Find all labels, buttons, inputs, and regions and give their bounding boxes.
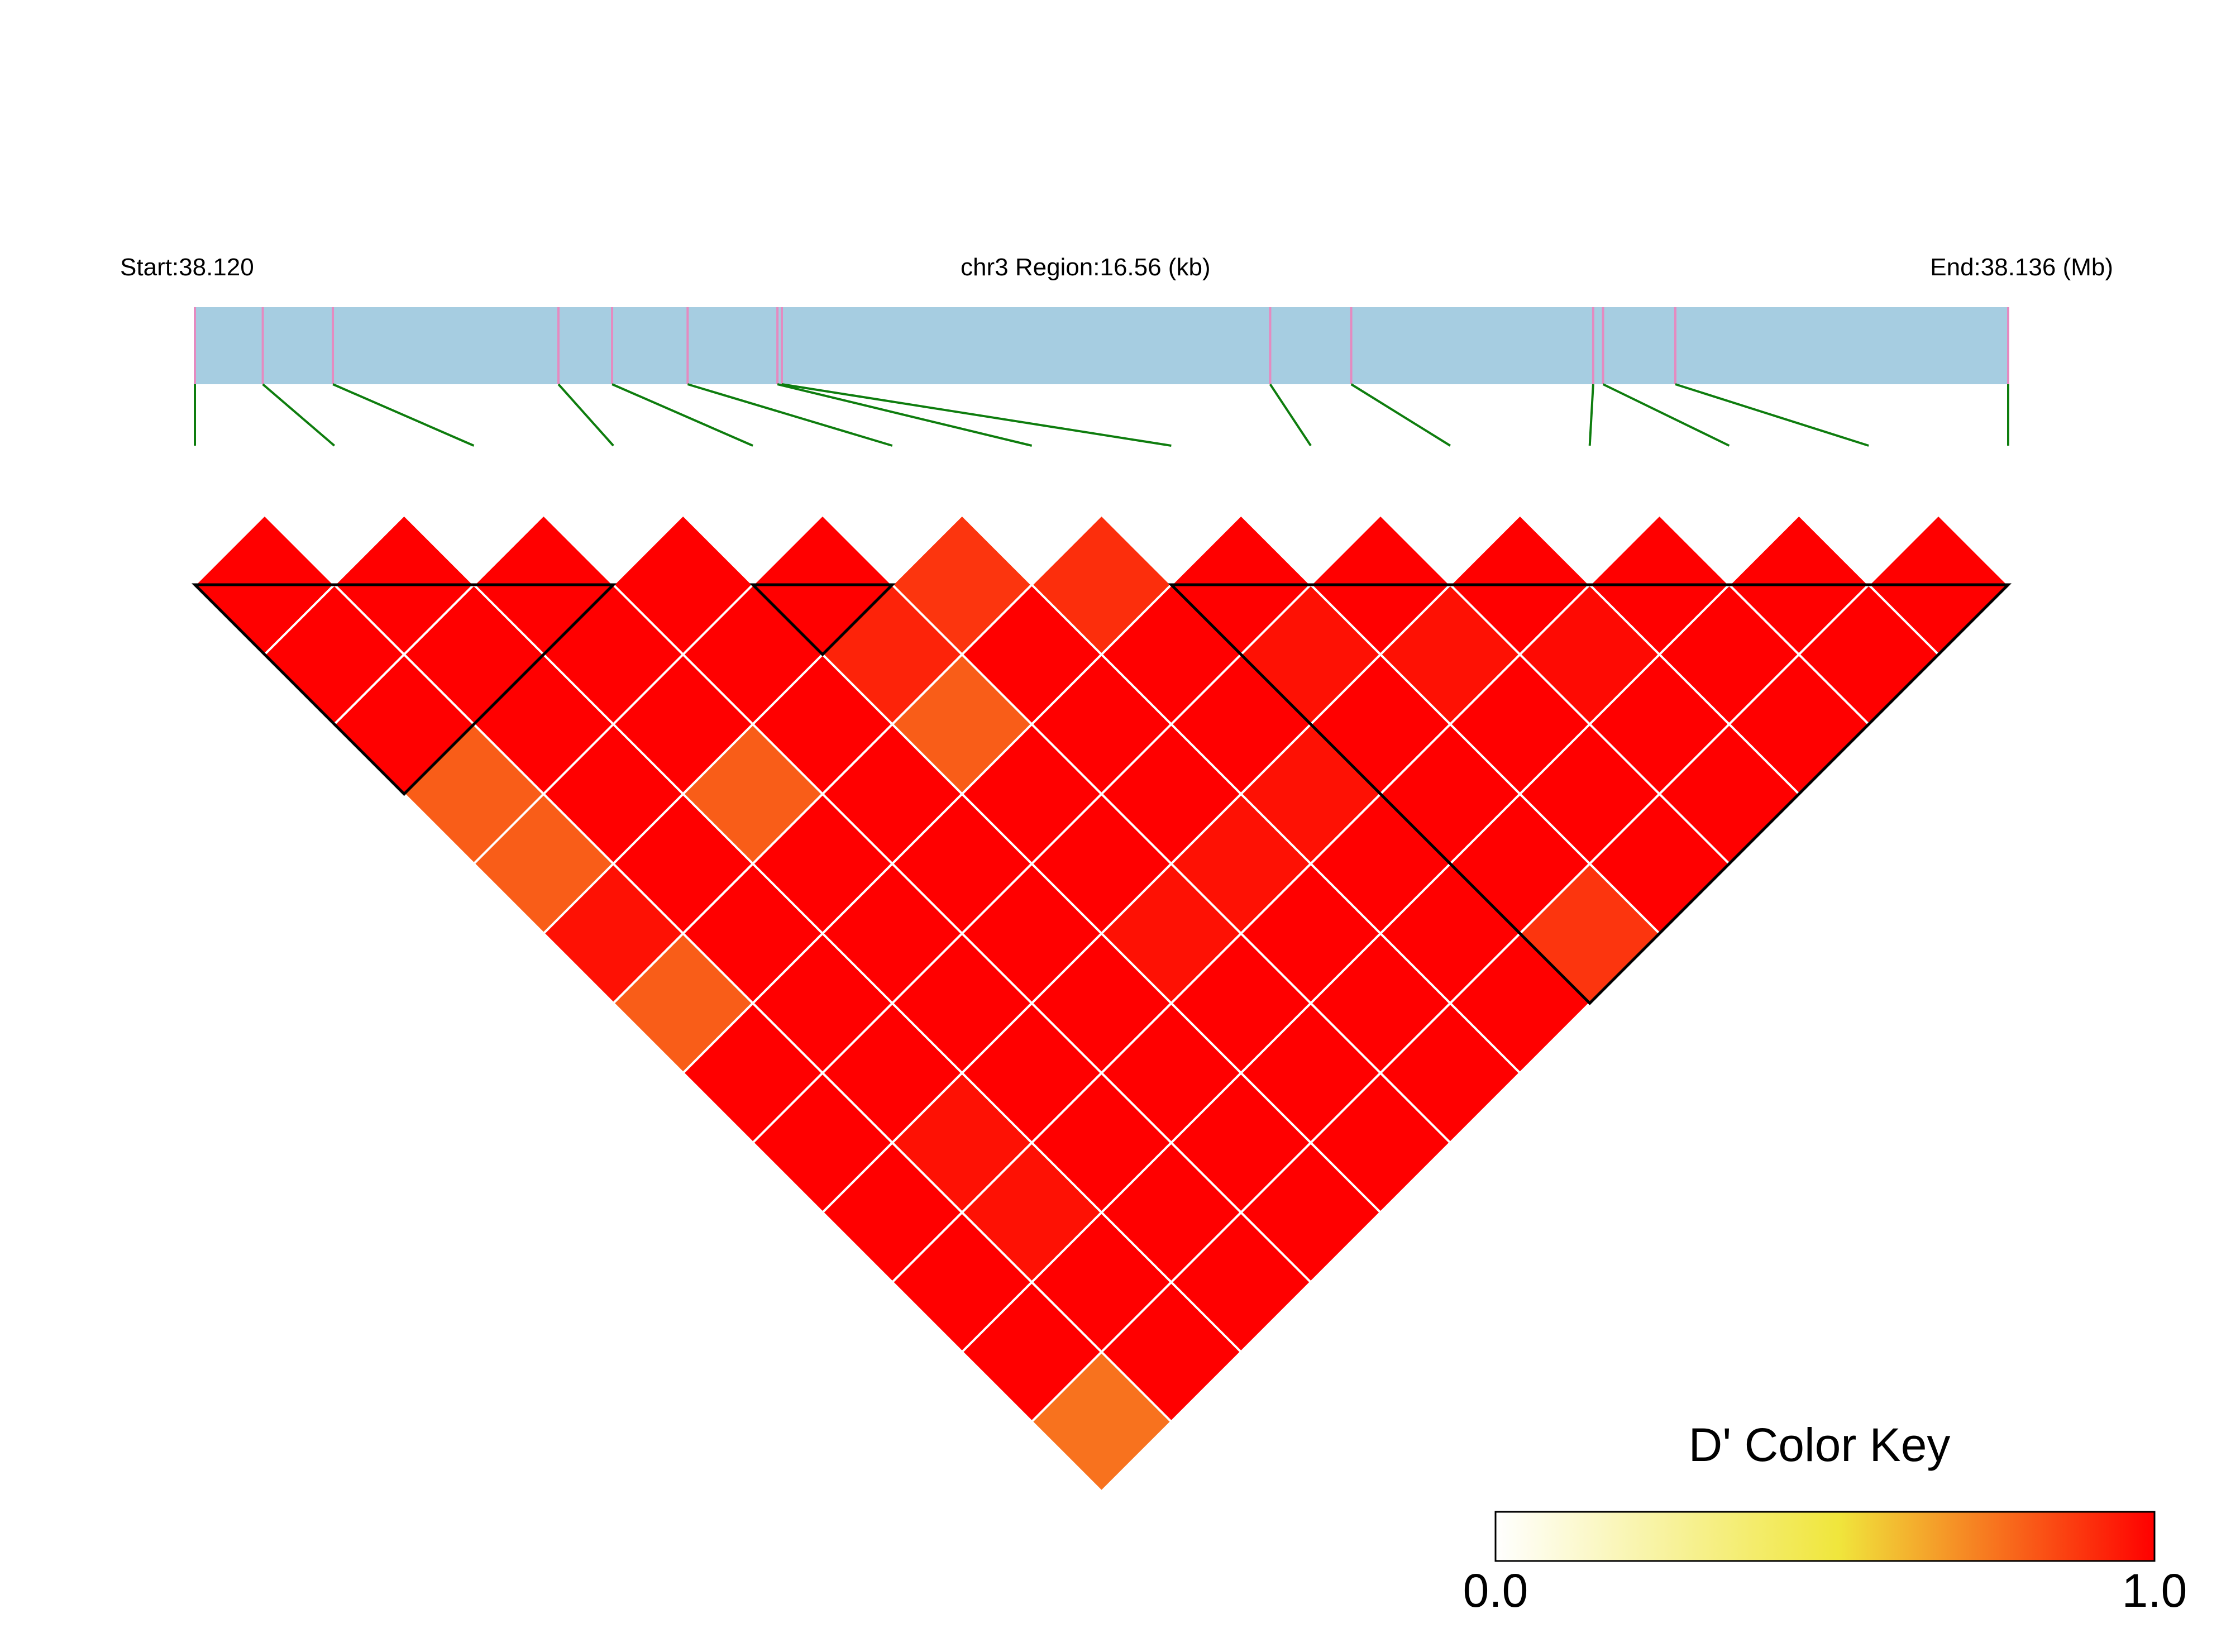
snp-connector xyxy=(262,383,336,447)
haplotype-block-outline xyxy=(1168,583,2012,1005)
snp-connector xyxy=(612,383,753,447)
snp-connector xyxy=(557,383,614,447)
start-label: Start:38.120 xyxy=(120,254,254,281)
snp-connector xyxy=(1588,384,1594,446)
snp-connector xyxy=(1675,383,1869,447)
haplotype-block-outline xyxy=(749,583,896,657)
color-key-bar xyxy=(1494,1511,2156,1562)
snp-connector xyxy=(777,383,1033,447)
color-key: D' Color Key 0.0 1.0 xyxy=(1463,1419,2187,1617)
haplotype-block-outlines xyxy=(191,583,2012,1005)
color-key-max-label: 1.0 xyxy=(2122,1564,2187,1617)
snp-ticks xyxy=(194,307,2009,384)
region-label: chr3 Region:16.56 (kb) xyxy=(961,254,1211,281)
ld-cells xyxy=(193,513,2010,1493)
haplotype-block-outline xyxy=(191,583,617,796)
snp-connector xyxy=(1350,383,1451,447)
color-key-min-label: 0.0 xyxy=(1463,1564,1528,1617)
snp-connector xyxy=(332,383,475,447)
region-track xyxy=(195,307,2008,384)
end-label: End:38.136 (Mb) xyxy=(1930,254,2113,281)
snp-connector xyxy=(781,383,1172,447)
color-key-title: D' Color Key xyxy=(1689,1419,1951,1471)
snp-connector xyxy=(1269,383,1312,447)
snp-connector xyxy=(1602,383,1730,447)
snp-connector xyxy=(687,383,893,447)
snp-connectors xyxy=(194,383,2009,447)
